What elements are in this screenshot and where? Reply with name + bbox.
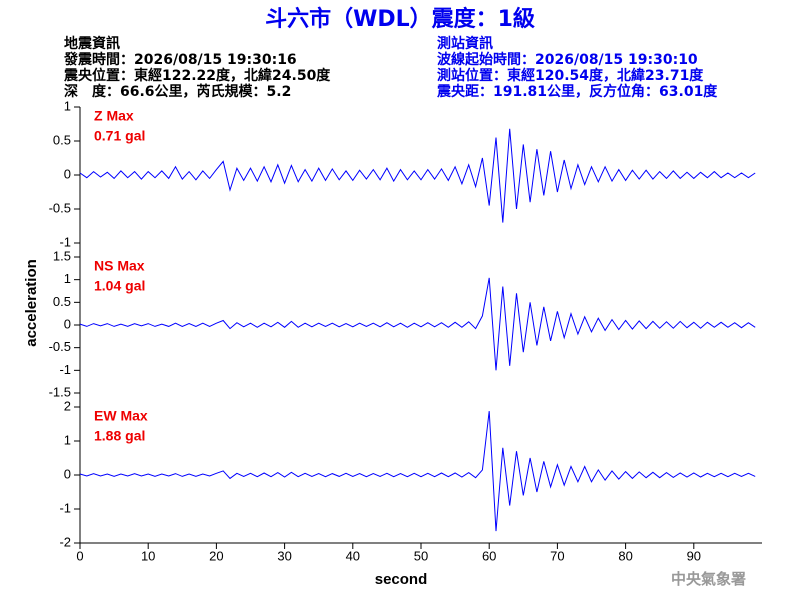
y-axis-label: acceleration [23, 259, 40, 347]
y-tick-label: -1.5 [49, 384, 71, 399]
annotation: Z Max [94, 108, 134, 124]
x-tick-label: 70 [550, 548, 564, 563]
y-tick-label: -1 [59, 234, 71, 249]
x-tick-label: 40 [346, 548, 360, 563]
x-tick-label: 10 [141, 548, 155, 563]
y-tick-label: 0 [64, 166, 71, 181]
y-tick-label: 1 [64, 98, 71, 113]
chart-title: 斗六市（WDL）震度：1級 [265, 6, 535, 32]
x-tick-label: 50 [414, 548, 428, 563]
y-tick-label: 1.5 [53, 248, 71, 263]
y-tick-label: 0 [64, 316, 71, 331]
annotation: NS Max [94, 258, 145, 274]
annotation: EW Max [94, 408, 148, 424]
info-text: 地震資訊 [64, 35, 120, 52]
y-tick-label: -2 [59, 534, 71, 549]
info-text: 測站位置：東經120.54度，北緯23.71度 [437, 67, 704, 84]
waveform [79, 277, 756, 371]
info-text: 測站資訊 [437, 35, 493, 52]
annotation: 0.71 gal [94, 128, 145, 144]
y-tick-label: -0.5 [49, 339, 71, 354]
info-text: 震央距：191.81公里，反方位角：63.01度 [436, 83, 718, 100]
annotation: 1.04 gal [94, 278, 145, 294]
x-tick-label: 20 [209, 548, 223, 563]
info-text: 波線起始時間：2026/08/15 19:30:10 [437, 51, 698, 68]
waveform [79, 128, 756, 223]
y-tick-label: 1 [64, 432, 71, 447]
y-tick-label: 1 [64, 271, 71, 286]
y-tick-label: 2 [64, 398, 71, 413]
info-text: 深 度：66.6公里，芮氏規模：5.2 [64, 83, 291, 100]
x-axis-label: second [375, 571, 428, 588]
y-tick-label: 0.5 [53, 132, 71, 147]
x-tick-label: 30 [277, 548, 291, 563]
x-tick-label: 80 [618, 548, 632, 563]
y-tick-label: -1 [59, 362, 71, 377]
x-tick-label: 60 [482, 548, 496, 563]
footer-logo: 中央氣象署 [671, 570, 746, 588]
waveform [79, 411, 756, 532]
y-tick-label: -1 [59, 500, 71, 515]
x-tick-label: 0 [76, 548, 83, 563]
x-tick-label: 90 [687, 548, 701, 563]
annotation: 1.88 gal [94, 428, 145, 444]
info-text: 震央位置：東經122.22度，北緯24.50度 [63, 67, 331, 84]
y-tick-label: -0.5 [49, 200, 71, 215]
y-tick-label: 0.5 [53, 294, 71, 309]
info-text: 發震時間：2026/08/15 19:30:16 [63, 51, 297, 68]
y-tick-label: 0 [64, 466, 71, 481]
